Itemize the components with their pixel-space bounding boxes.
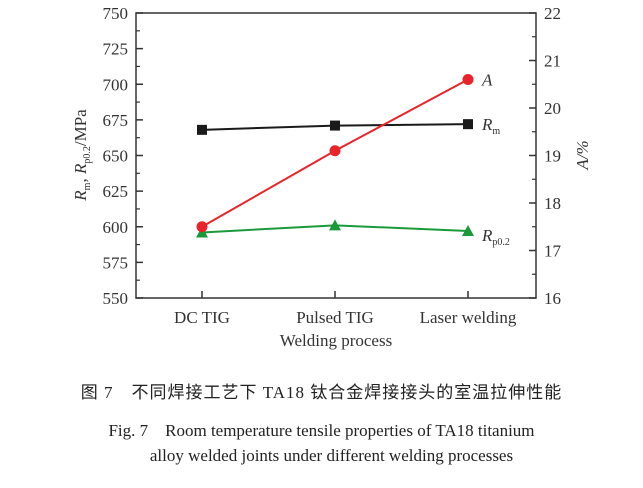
left-tick-label: 625 (103, 182, 129, 201)
right-axis-label: A/% (573, 140, 592, 170)
right-tick-label: 20 (544, 99, 561, 118)
x-tick-label: Laser welding (420, 308, 517, 327)
series-label-A: A (481, 71, 493, 90)
right-tick-label: 16 (544, 289, 561, 308)
x-tick-label: DC TIG (174, 308, 230, 327)
data-point-Rm (330, 120, 340, 131)
left-tick-label: 550 (103, 289, 129, 308)
left-tick-label: 750 (103, 4, 129, 23)
series-label-Rm: Rm (481, 115, 500, 137)
left-tick-label: 700 (103, 75, 129, 94)
left-axis-label: Rm, Rp0.2/MPa (71, 109, 93, 202)
data-point-Rm (463, 119, 473, 130)
chart: 550 575 600 625 650 675 700 725 750 16 17 18 19 20 21 2… (71, 4, 592, 350)
left-tick-label: 725 (103, 40, 129, 59)
data-point-Rp0.2 (462, 225, 474, 237)
x-axis-label: Welding process (280, 331, 392, 350)
right-tick-label: 21 (544, 52, 561, 71)
left-tick-label: 575 (103, 253, 129, 272)
left-tick-label: 650 (103, 147, 129, 166)
data-point-Rp0.2 (329, 219, 341, 231)
right-tick-label: 18 (544, 194, 561, 213)
data-point-A (196, 221, 208, 233)
right-tick-label: 22 (544, 4, 561, 23)
right-tick-label: 17 (544, 242, 562, 261)
left-tick-label: 675 (103, 111, 129, 130)
caption-english-line2: alloy welded joints under different weld… (149, 446, 514, 465)
caption-chinese: 图 7 不同焊接工艺下 TA18 钛合金焊接接头的室温拉伸性能 (80, 383, 563, 402)
left-tick-label: 600 (103, 218, 129, 237)
data-point-Rm (197, 124, 207, 135)
series-label-Rp0.2: Rp0.2 (481, 226, 510, 248)
data-point-A (462, 74, 474, 85)
data-point-A (329, 145, 341, 157)
caption-english-line1: Fig. 7 Room temperature tensile properti… (108, 421, 535, 440)
right-tick-label: 19 (544, 147, 561, 166)
x-tick-label: Pulsed TIG (296, 308, 374, 327)
